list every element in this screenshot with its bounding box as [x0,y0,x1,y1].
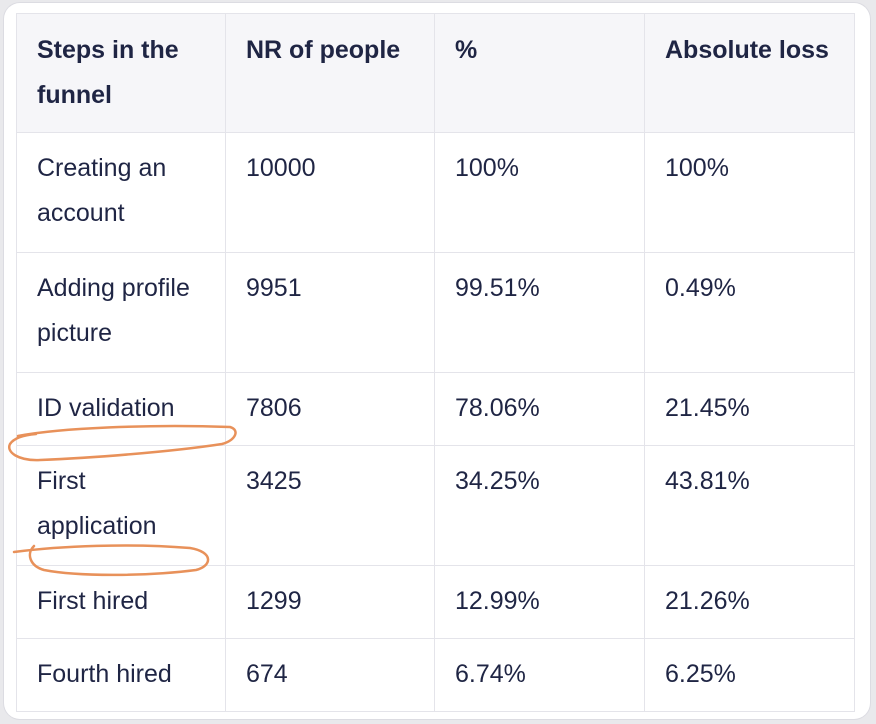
table-row: First application 3425 34.25% 43.81% [16,445,855,566]
table-header-row: Steps in the funnel NR of people % Absol… [16,13,855,133]
cell-percent: 34.25% [434,445,645,566]
cell-step: Creating an account [16,132,226,253]
funnel-table: Steps in the funnel NR of people % Absol… [16,13,855,712]
table-row: First hired 1299 12.99% 21.26% [16,565,855,639]
cell-people: 7806 [225,372,435,446]
cell-percent: 12.99% [434,565,645,639]
cell-percent: 99.51% [434,252,645,373]
table-row: Fourth hired 674 6.74% 6.25% [16,638,855,712]
cell-loss: 0.49% [644,252,855,373]
funnel-table-card: Steps in the funnel NR of people % Absol… [4,3,870,719]
table-row: Adding profile picture 9951 99.51% 0.49% [16,252,855,373]
header-percent: % [434,13,645,133]
header-nr-of-people: NR of people [225,13,435,133]
cell-people: 10000 [225,132,435,253]
cell-step: First application [16,445,226,566]
table-row: ID validation 7806 78.06% 21.45% [16,372,855,446]
cell-step: Fourth hired [16,638,226,712]
cell-step: Adding profile picture [16,252,226,373]
cell-step: ID validation [16,372,226,446]
cell-people: 1299 [225,565,435,639]
header-steps: Steps in the funnel [16,13,226,133]
cell-people: 674 [225,638,435,712]
cell-people: 3425 [225,445,435,566]
table-row: Creating an account 10000 100% 100% [16,132,855,253]
cell-loss: 21.26% [644,565,855,639]
cell-loss: 100% [644,132,855,253]
cell-percent: 78.06% [434,372,645,446]
cell-step: First hired [16,565,226,639]
cell-loss: 21.45% [644,372,855,446]
cell-percent: 6.74% [434,638,645,712]
cell-people: 9951 [225,252,435,373]
cell-loss: 43.81% [644,445,855,566]
cell-loss: 6.25% [644,638,855,712]
header-absolute-loss: Absolute loss [644,13,855,133]
cell-percent: 100% [434,132,645,253]
